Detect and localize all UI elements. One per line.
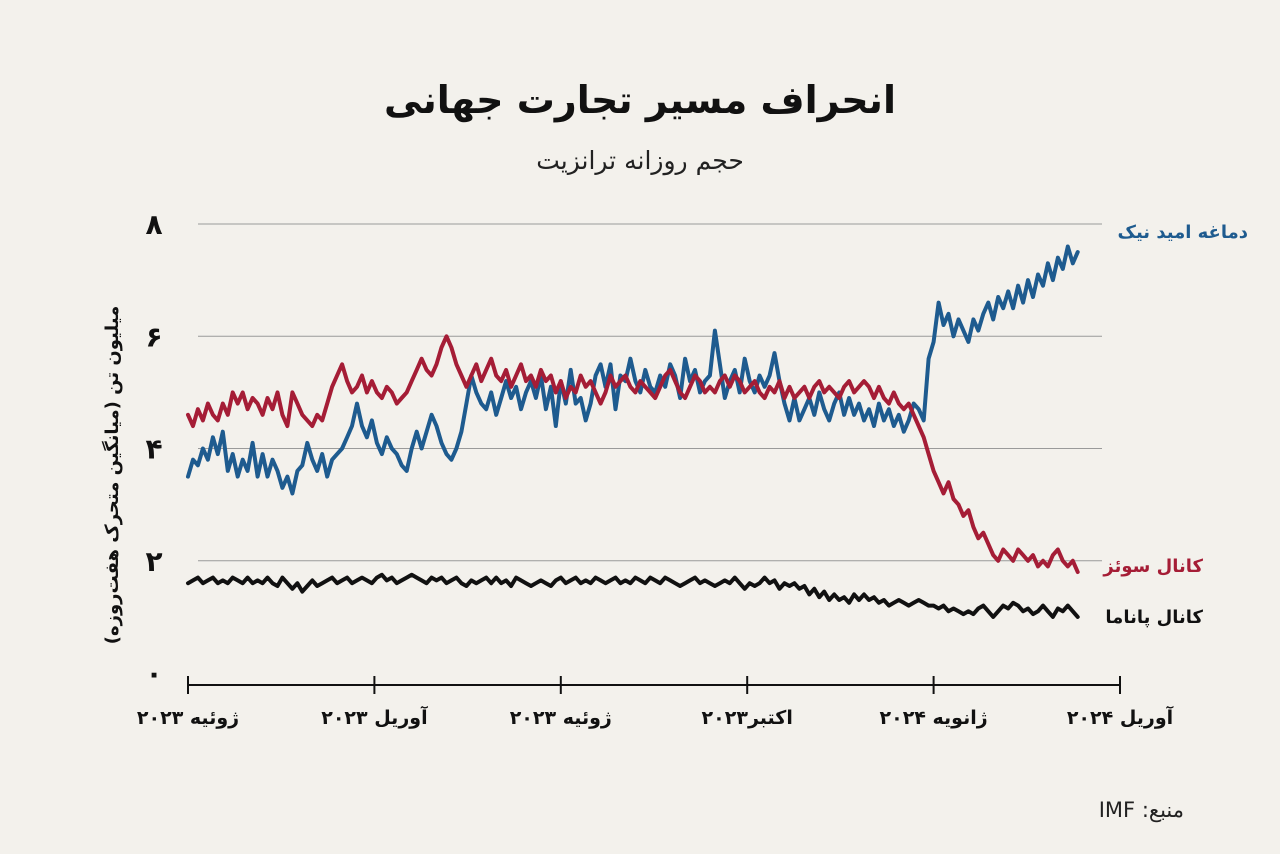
x-tick-label: ژوئیه ۲۰۲۳ — [137, 707, 239, 729]
y-tick-label: ۶ — [145, 320, 162, 353]
chart-subtitle: حجم روزانه ترانزیت — [536, 146, 744, 175]
series-labels: دماغه امید نیک کانال سوئز کانال پاناما — [1102, 222, 1248, 628]
series-line — [186, 572, 1080, 619]
y-tick-label: ۴ — [145, 433, 162, 466]
series-line — [186, 334, 1080, 574]
x-ticks: ژوئیه ۲۰۲۳ آوریل ۲۰۲۳ ژوئیه ۲۰۲۳ اکتبر۲۰۲۳ ژ… — [137, 676, 1174, 729]
x-tick-label: آوریل ۲۰۲۴ — [1067, 705, 1174, 729]
grid-lines — [198, 223, 1102, 562]
x-tick-label: آوریل ۲۰۲۳ — [321, 705, 428, 729]
x-tick-label: اکتبر۲۰۲۳ — [702, 707, 793, 729]
source-note: منبع: IMF — [1098, 798, 1184, 822]
x-tick-label: ژوئیه ۲۰۲۳ — [510, 707, 612, 729]
series-label: دماغه امید نیک — [1118, 222, 1248, 243]
y-axis-title: میلیون تن (میانگین متحرک هفت‌روزه) — [101, 306, 123, 644]
x-tick-label: ژانویه ۲۰۲۴ — [880, 707, 988, 729]
y-tick-label: ۸ — [145, 208, 162, 241]
series-label: کانال سوئز — [1102, 556, 1203, 577]
y-tick-label: ۰ — [145, 657, 162, 690]
chart-title: انحراف مسیر تجارت جهانی — [384, 78, 896, 122]
series-label: کانال پاناما — [1105, 607, 1203, 628]
y-tick-label: ۲ — [145, 545, 162, 578]
series-lines — [186, 244, 1080, 619]
y-ticks: ۰ ۲ ۴ ۶ ۸ — [145, 208, 162, 690]
series-line — [186, 244, 1080, 496]
